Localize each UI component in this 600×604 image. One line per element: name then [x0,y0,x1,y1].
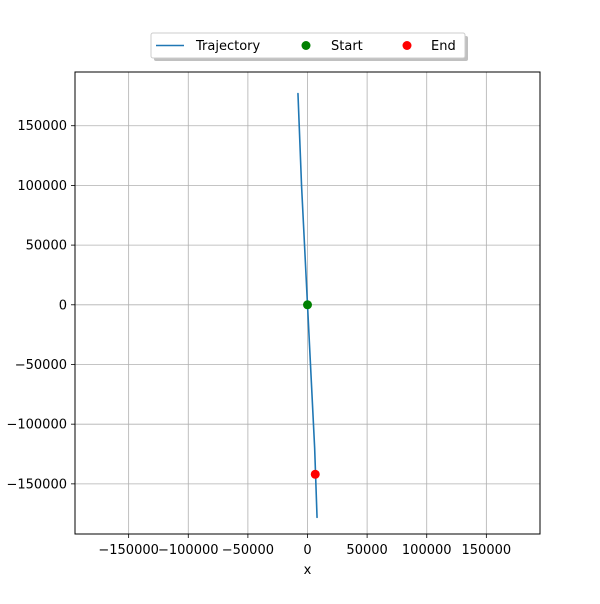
x-tick-label: −150000 [98,543,159,558]
y-tick-label: 0 [59,298,67,313]
x-tick-label: 150000 [462,543,512,558]
x-axis-label: x [304,563,312,578]
legend-swatch-start [301,41,311,50]
end-marker [310,469,320,479]
x-tick-label: −100000 [158,543,219,558]
plot-layer [297,92,320,519]
x-tick-label: 50000 [346,543,387,558]
y-tick-label: 150000 [17,119,67,134]
legend-label-start: Start [331,39,363,54]
x-tick-label: 100000 [402,543,452,558]
y-tick-label: −100000 [6,418,67,433]
tick-layer: −150000 −100000 −50000 0 50000 100000 150000−1… [6,119,511,558]
y-tick-label: 50000 [26,239,67,254]
legend-label-trajectory: Trajectory [195,39,260,54]
legend-swatch-end [402,41,412,50]
legend-label-end: End [431,39,456,54]
y-tick-label: −50000 [15,358,67,373]
y-tick-label: 100000 [17,179,67,194]
grid-layer [75,72,540,534]
y-tick-label: −150000 [6,477,67,492]
x-tick-label: −50000 [222,543,274,558]
start-marker [303,300,312,310]
legend: Trajectory Start End [150,32,468,61]
x-tick-label: 0 [303,543,311,558]
